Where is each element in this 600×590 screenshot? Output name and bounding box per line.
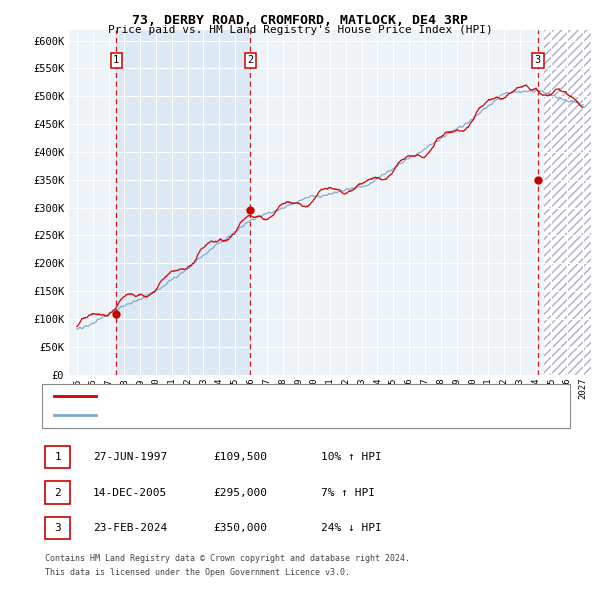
Text: 24% ↓ HPI: 24% ↓ HPI bbox=[321, 523, 382, 533]
Text: Contains HM Land Registry data © Crown copyright and database right 2024.: Contains HM Land Registry data © Crown c… bbox=[45, 555, 410, 563]
Text: £295,000: £295,000 bbox=[213, 488, 267, 497]
Text: 73, DERBY ROAD, CROMFORD, MATLOCK, DE4 3RP (detached house): 73, DERBY ROAD, CROMFORD, MATLOCK, DE4 3… bbox=[102, 391, 449, 401]
Bar bbox=[544, 30, 591, 375]
Text: 23-FEB-2024: 23-FEB-2024 bbox=[93, 523, 167, 533]
Text: 2: 2 bbox=[247, 55, 253, 65]
Text: 7% ↑ HPI: 7% ↑ HPI bbox=[321, 488, 375, 497]
Text: 3: 3 bbox=[535, 55, 541, 65]
Text: 2: 2 bbox=[54, 488, 61, 497]
Text: 73, DERBY ROAD, CROMFORD, MATLOCK, DE4 3RP: 73, DERBY ROAD, CROMFORD, MATLOCK, DE4 3… bbox=[132, 14, 468, 27]
Text: 1: 1 bbox=[54, 453, 61, 462]
Text: 14-DEC-2005: 14-DEC-2005 bbox=[93, 488, 167, 497]
Text: £109,500: £109,500 bbox=[213, 453, 267, 462]
Text: 27-JUN-1997: 27-JUN-1997 bbox=[93, 453, 167, 462]
Text: £350,000: £350,000 bbox=[213, 523, 267, 533]
Text: 1: 1 bbox=[113, 55, 119, 65]
Text: This data is licensed under the Open Government Licence v3.0.: This data is licensed under the Open Gov… bbox=[45, 568, 350, 577]
Bar bbox=[116, 30, 250, 375]
Text: HPI: Average price, detached house, Derbyshire Dales: HPI: Average price, detached house, Derb… bbox=[102, 411, 407, 420]
Text: 10% ↑ HPI: 10% ↑ HPI bbox=[321, 453, 382, 462]
Text: 3: 3 bbox=[54, 523, 61, 533]
Text: Price paid vs. HM Land Registry's House Price Index (HPI): Price paid vs. HM Land Registry's House … bbox=[107, 25, 493, 35]
